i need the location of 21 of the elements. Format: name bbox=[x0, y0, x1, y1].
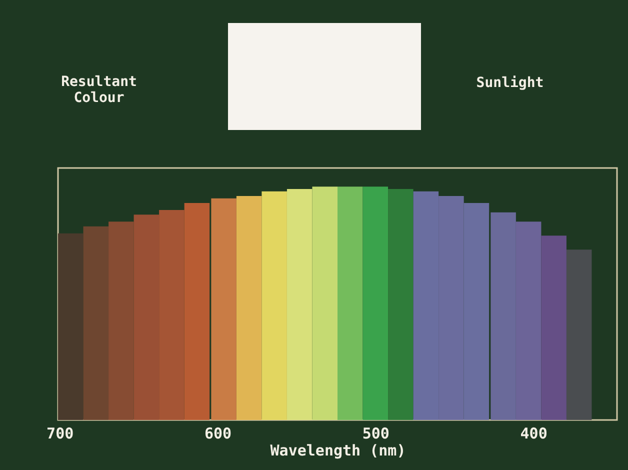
bar bbox=[541, 236, 566, 420]
x-tick-label: 600 bbox=[204, 424, 232, 442]
bar bbox=[262, 191, 287, 420]
text: Resultant Colour bbox=[60, 74, 138, 106]
bar bbox=[236, 196, 262, 420]
bar bbox=[58, 233, 84, 420]
bar bbox=[286, 189, 312, 420]
x-tick-label: 700 bbox=[46, 424, 74, 442]
text: Sunlight bbox=[475, 75, 545, 91]
bar bbox=[338, 186, 363, 420]
x-tick-label: 400 bbox=[520, 424, 548, 442]
bar bbox=[211, 198, 236, 420]
x-tick-label: 500 bbox=[362, 424, 390, 442]
bar bbox=[83, 226, 109, 420]
bar bbox=[108, 222, 134, 420]
x-axis-title: Wavelength (nm) bbox=[270, 442, 406, 460]
bar bbox=[184, 203, 210, 420]
bar bbox=[388, 189, 414, 420]
bar bbox=[362, 186, 388, 420]
bar bbox=[312, 186, 338, 420]
bar bbox=[566, 250, 592, 420]
